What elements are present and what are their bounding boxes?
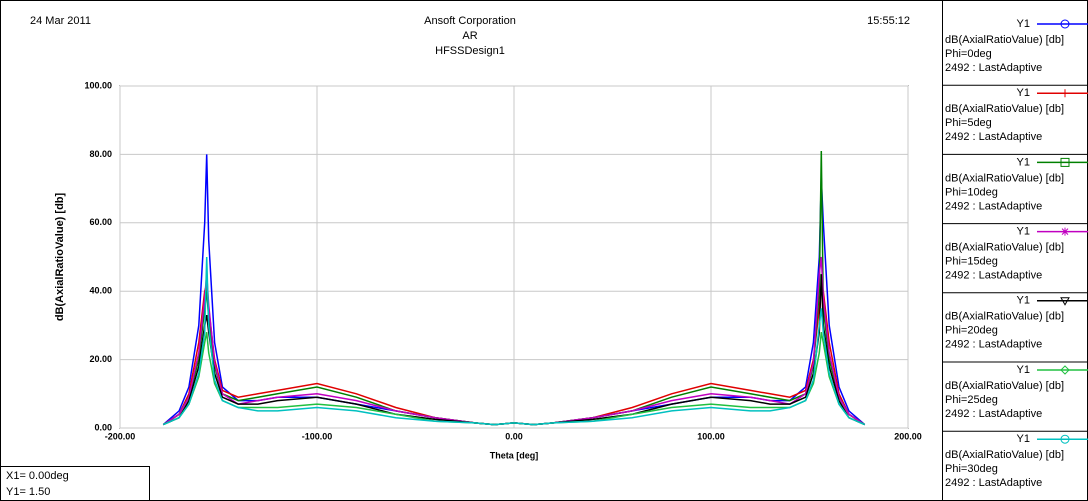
legend-name: Y1	[1017, 87, 1030, 99]
legend-marker	[1060, 157, 1070, 167]
design-name: HFSSDesign1	[435, 45, 505, 57]
legend-marker	[1060, 297, 1070, 306]
x-tick-label: 0.00	[505, 431, 523, 441]
cursor-x: X1= 0.00deg	[6, 470, 69, 482]
legend-name: Y1	[1017, 295, 1030, 307]
legend-marker	[1060, 365, 1070, 375]
legend-setting: Phi=0deg	[945, 48, 992, 60]
x-axis-label: Theta [deg]	[490, 450, 539, 460]
legend-expression: dB(AxialRatioValue) [db]	[945, 311, 1064, 323]
legend-setting: Phi=5deg	[945, 117, 992, 129]
chart-subtitle: AR	[462, 30, 477, 42]
legend-setting: Phi=25deg	[945, 394, 998, 406]
legend-setting: Phi=30deg	[945, 463, 998, 475]
y-tick-label: 0.00	[94, 422, 112, 432]
legend-expression: dB(AxialRatioValue) [db]	[945, 103, 1064, 115]
legend-setting: Phi=15deg	[945, 256, 998, 268]
legend-solution: 2492 : LastAdaptive	[945, 408, 1042, 420]
legend-solution: 2492 : LastAdaptive	[945, 339, 1042, 351]
time: 15:55:12	[867, 15, 910, 27]
legend-frame	[942, 0, 1088, 501]
legend-solution: 2492 : LastAdaptive	[945, 62, 1042, 74]
legend-marker	[1060, 19, 1070, 29]
legend-solution: 2492 : LastAdaptive	[945, 131, 1042, 143]
y-tick-label: 20.00	[89, 354, 112, 364]
y-tick-label: 80.00	[89, 149, 112, 159]
legend-name: Y1	[1017, 18, 1030, 30]
legend-marker	[1061, 227, 1069, 236]
legend-expression: dB(AxialRatioValue) [db]	[945, 449, 1064, 461]
y-axis-label: dB(AxialRatioValue) [db]	[54, 192, 66, 321]
legend-expression: dB(AxialRatioValue) [db]	[945, 34, 1064, 46]
legend-marker	[1060, 434, 1070, 444]
x-tick-label: -100.00	[302, 431, 333, 441]
legend-solution: 2492 : LastAdaptive	[945, 200, 1042, 212]
legend-name: Y1	[1017, 433, 1030, 445]
x-tick-label: -200.00	[105, 431, 136, 441]
legend-expression: dB(AxialRatioValue) [db]	[945, 380, 1064, 392]
cursor-box	[0, 466, 150, 501]
y-tick-label: 100.00	[84, 80, 112, 90]
chart-title: Ansoft Corporation	[424, 15, 516, 27]
x-tick-label: 100.00	[697, 431, 725, 441]
legend-setting: Phi=20deg	[945, 325, 998, 337]
legend-expression: dB(AxialRatioValue) [db]	[945, 242, 1064, 254]
legend-name: Y1	[1017, 156, 1030, 168]
date: 24 Mar 2011	[30, 15, 91, 27]
x-tick-label: 200.00	[894, 431, 922, 441]
legend-name: Y1	[1017, 364, 1030, 376]
series-line	[162, 256, 866, 426]
legend-expression: dB(AxialRatioValue) [db]	[945, 172, 1064, 184]
y-tick-label: 60.00	[89, 217, 112, 227]
legend-solution: 2492 : LastAdaptive	[945, 270, 1042, 282]
legend-name: Y1	[1017, 226, 1030, 238]
legend-solution: 2492 : LastAdaptive	[945, 477, 1042, 489]
cursor-y: Y1= 1.50	[6, 486, 50, 498]
legend-marker	[1061, 89, 1069, 98]
y-tick-label: 40.00	[89, 286, 112, 296]
legend-setting: Phi=10deg	[945, 186, 998, 198]
